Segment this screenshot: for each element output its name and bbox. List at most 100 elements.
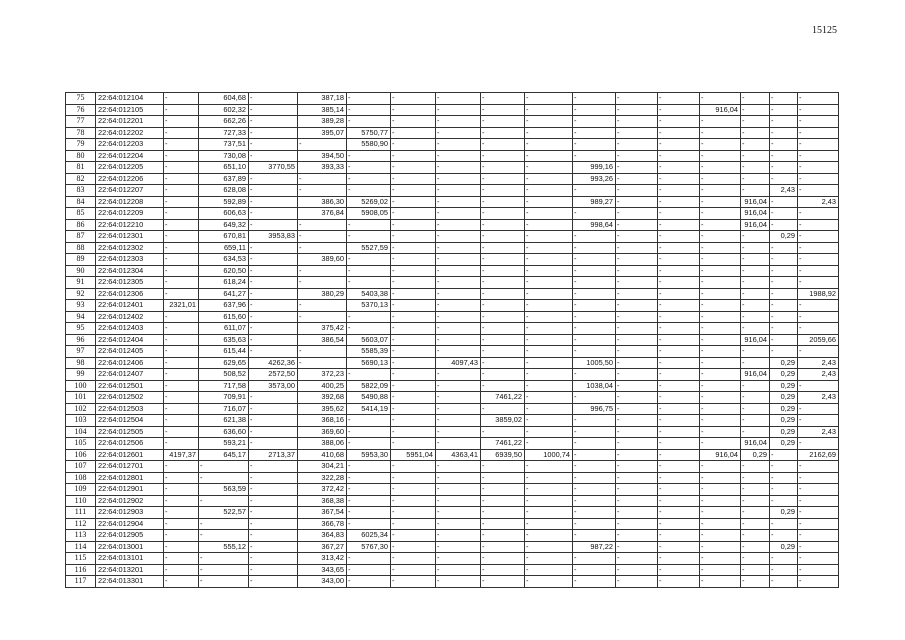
- value-cell: -: [740, 276, 770, 289]
- value-cell: -: [198, 529, 249, 542]
- value-cell: -: [699, 264, 741, 277]
- value-cell: 621,38: [198, 414, 249, 427]
- value-cell: -: [699, 402, 741, 415]
- value-cell: -: [390, 92, 436, 105]
- value-cell: -: [699, 379, 741, 392]
- value-cell: -: [524, 184, 573, 197]
- value-cell: 634,53: [198, 253, 249, 266]
- value-cell: -: [390, 253, 436, 266]
- table-row: 105 22:64:012506-593,21-388,06- - -7461,22-…: [65, 437, 839, 450]
- value-cell: -: [572, 264, 616, 277]
- value-cell: -: [657, 322, 700, 335]
- value-cell: -: [480, 345, 525, 358]
- value-cell: 372,23: [297, 368, 347, 381]
- value-cell: -: [198, 471, 249, 484]
- value-cell: -: [346, 184, 391, 197]
- value-cell: -: [657, 241, 700, 254]
- value-cell: 2,43: [769, 184, 798, 197]
- value-cell: -: [740, 425, 770, 438]
- value-cell: -: [572, 92, 616, 105]
- value-cell: 737,51: [198, 138, 249, 151]
- value-cell: -: [740, 379, 770, 392]
- value-cell: 0,29: [769, 379, 798, 392]
- value-cell: -: [346, 230, 391, 243]
- row-number-cell: 83: [65, 184, 96, 197]
- value-cell: 999,16: [572, 161, 616, 174]
- value-cell: -: [524, 517, 573, 530]
- row-id-cell: 22:64:012701: [95, 460, 164, 473]
- value-cell: -: [699, 149, 741, 162]
- value-cell: -: [615, 540, 658, 553]
- value-cell: -: [163, 138, 199, 151]
- value-cell: -: [524, 345, 573, 358]
- row-id-cell: 22:64:012406: [95, 356, 164, 369]
- value-cell: -: [248, 437, 298, 450]
- row-number-cell: 107: [65, 460, 96, 473]
- value-cell: -: [572, 506, 616, 519]
- value-cell: -: [657, 264, 700, 277]
- value-cell: 389,60: [297, 253, 347, 266]
- value-cell: -: [346, 575, 391, 588]
- value-cell: -: [769, 494, 798, 507]
- value-cell: -: [390, 575, 436, 588]
- value-cell: -: [390, 184, 436, 197]
- table-row: 99 22:64:012407-508,52 2572,50 372,23- - - - - -…: [65, 368, 839, 381]
- page-number: 15125: [812, 25, 837, 36]
- value-cell: -: [657, 494, 700, 507]
- value-cell: 395,07: [297, 126, 347, 139]
- value-cell: -: [390, 195, 436, 208]
- value-cell: -: [248, 287, 298, 300]
- value-cell: 0,29: [769, 437, 798, 450]
- value-cell: -: [248, 483, 298, 496]
- value-cell: -: [657, 356, 700, 369]
- value-cell: -: [740, 460, 770, 473]
- value-cell: -: [297, 172, 347, 185]
- value-cell: -: [390, 333, 436, 346]
- value-cell: -: [163, 345, 199, 358]
- value-cell: -: [699, 184, 741, 197]
- value-cell: -: [390, 437, 436, 450]
- value-cell: 0,29: [769, 368, 798, 381]
- value-cell: 2,43: [797, 195, 839, 208]
- value-cell: -: [248, 310, 298, 323]
- value-cell: 2321,01: [163, 299, 199, 312]
- value-cell: -: [480, 540, 525, 553]
- table-row: 112 22:64:012904- - -366,78- - - - - - - - - - - -: [65, 517, 839, 530]
- value-cell: -: [480, 287, 525, 300]
- value-cell: -: [615, 494, 658, 507]
- value-cell: -: [657, 115, 700, 128]
- value-cell: -: [524, 540, 573, 553]
- value-cell: -: [699, 207, 741, 220]
- row-number-cell: 101: [65, 391, 96, 404]
- row-id-cell: 22:64:013001: [95, 540, 164, 553]
- value-cell: -: [524, 138, 573, 151]
- value-cell: -: [769, 149, 798, 162]
- row-id-cell: 22:64:012301: [95, 230, 164, 243]
- row-id-cell: 22:64:012206: [95, 172, 164, 185]
- value-cell: -: [615, 138, 658, 151]
- value-cell: -: [524, 379, 573, 392]
- value-cell: -: [435, 379, 481, 392]
- value-cell: -: [740, 241, 770, 254]
- row-id-cell: 22:64:012407: [95, 368, 164, 381]
- value-cell: -: [480, 402, 525, 415]
- value-cell: -: [390, 287, 436, 300]
- value-cell: -: [163, 391, 199, 404]
- value-cell: -: [769, 563, 798, 576]
- row-id-cell: 22:64:012901: [95, 483, 164, 496]
- value-cell: -: [435, 414, 481, 427]
- value-cell: -: [572, 322, 616, 335]
- value-cell: -: [435, 138, 481, 151]
- value-cell: -: [435, 506, 481, 519]
- value-cell: -: [524, 310, 573, 323]
- value-cell: 5908,05: [346, 207, 391, 220]
- value-cell: -: [657, 230, 700, 243]
- value-cell: -: [699, 333, 741, 346]
- row-number-cell: 91: [65, 276, 96, 289]
- row-id-cell: 22:64:012905: [95, 529, 164, 542]
- value-cell: -: [657, 299, 700, 312]
- value-cell: 5750,77: [346, 126, 391, 139]
- value-cell: -: [740, 115, 770, 128]
- value-cell: 592,89: [198, 195, 249, 208]
- value-cell: -: [740, 356, 770, 369]
